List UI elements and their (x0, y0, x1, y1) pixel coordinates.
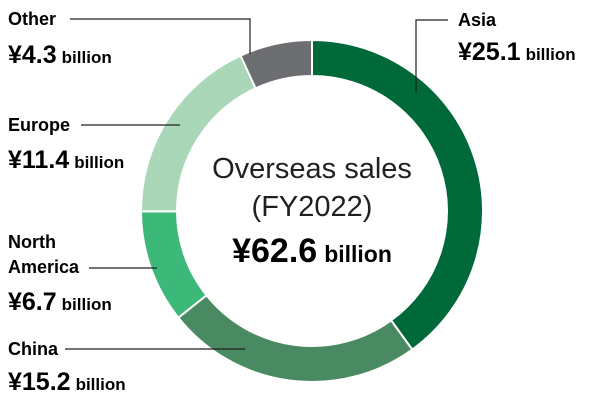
slice-china (176, 293, 414, 383)
label-name-north-america-2: America (8, 257, 80, 277)
center-subtitle: (FY2022) (252, 191, 373, 223)
label-amount-europe: ¥11.4 billion (8, 146, 124, 174)
segment-labels: Asia ¥25.1 billion China ¥15.2 billion North Am… (8, 9, 576, 394)
center-title: Overseas sales (212, 153, 412, 185)
label-name-other: Other (8, 9, 56, 29)
donut-slices (139, 38, 484, 383)
label-name-europe: Europe (8, 115, 70, 135)
center-total-unit: billion (324, 241, 392, 267)
slice-other (239, 38, 313, 90)
label-name-china: China (8, 339, 59, 359)
leader-lines (65, 18, 448, 350)
label-amount-china: ¥15.2 billion (8, 368, 126, 394)
slice-europe (140, 54, 257, 213)
label-amount-north-america: ¥6.7 billion (8, 288, 112, 316)
center-total-value: 62.6 (251, 232, 317, 270)
label-amount-other: ¥4.3 billion (8, 41, 112, 69)
center-total: ¥62.6 billion (232, 232, 392, 270)
leader-other (70, 18, 251, 54)
slice-north-america (139, 210, 208, 320)
leader-asia (415, 19, 448, 92)
center-total-prefix: ¥ (232, 232, 251, 270)
label-name-north-america-1: North (8, 232, 56, 252)
label-name-asia: Asia (458, 10, 497, 30)
label-amount-asia: ¥25.1 billion (458, 38, 576, 66)
